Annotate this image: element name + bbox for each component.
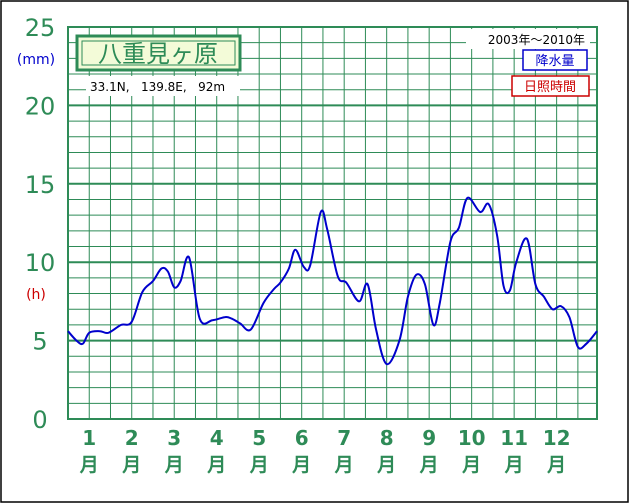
x-tick-month-suffix: 月 <box>546 454 566 476</box>
y-tick-label: 0 <box>32 406 47 434</box>
x-tick-label: 6 <box>295 426 309 450</box>
period-bg <box>466 29 590 49</box>
legend-sunshine: 日照時間 <box>511 75 590 97</box>
x-tick-label: 4 <box>210 426 224 450</box>
x-tick-label: 3 <box>167 426 181 450</box>
x-tick-month-suffix: 月 <box>206 454 226 476</box>
x-tick-label: 7 <box>337 426 351 450</box>
x-tick-label: 5 <box>252 426 266 450</box>
unit-sunshine-label: (h) <box>26 287 46 303</box>
x-tick-month-suffix: 月 <box>249 454 269 476</box>
legend-precipitation-label: 降水量 <box>535 54 574 69</box>
x-tick-label: 9 <box>422 426 436 450</box>
legend-sunshine-label: 日照時間 <box>524 80 576 95</box>
station-coordinates: 33.1N, 139.8E, 92m <box>90 80 225 94</box>
y-tick-label: 25 <box>25 14 56 42</box>
x-tick-month-suffix: 月 <box>334 454 354 476</box>
x-tick-label: 1 <box>82 426 96 450</box>
station-title-box: 八重見ヶ原 <box>75 34 242 72</box>
unit-precip-label: (mm) <box>17 52 55 68</box>
coordinates-bg <box>86 76 240 96</box>
x-tick-label: 11 <box>500 426 528 450</box>
x-tick-label: 10 <box>458 426 486 450</box>
x-tick-month-suffix: 月 <box>504 454 524 476</box>
series-line-precipitation <box>67 196 598 366</box>
legend-precipitation: 降水量 <box>522 49 588 71</box>
plot-frame <box>67 26 598 420</box>
period-label: 2003年～2010年 <box>488 33 585 47</box>
x-tick-month-suffix: 月 <box>291 454 311 476</box>
x-tick-month-suffix: 月 <box>164 454 184 476</box>
x-tick-month-suffix: 月 <box>461 454 481 476</box>
x-tick-month-suffix: 月 <box>121 454 141 476</box>
y-tick-label: 10 <box>25 249 56 277</box>
y-tick-label: 20 <box>25 92 56 120</box>
station-name: 八重見ヶ原 <box>98 40 218 68</box>
series-layer <box>67 196 598 366</box>
x-tick-label: 2 <box>125 426 139 450</box>
x-tick-label: 12 <box>543 426 571 450</box>
y-tick-label: 15 <box>25 171 56 199</box>
y-tick-labels: 0 5 10 15 20 25 <box>25 14 56 434</box>
x-tick-label: 8 <box>380 426 394 450</box>
x-tick-month-suffix: 月 <box>376 454 396 476</box>
x-tick-month-suffix: 月 <box>79 454 99 476</box>
x-tick-labels: 1 月 2 月 3 月 4 月 5 月 6 月 7 月 8 月 9 月 10 月 11 月 12 月 <box>79 426 571 476</box>
y-tick-label: 5 <box>32 328 47 356</box>
x-tick-month-suffix: 月 <box>419 454 439 476</box>
